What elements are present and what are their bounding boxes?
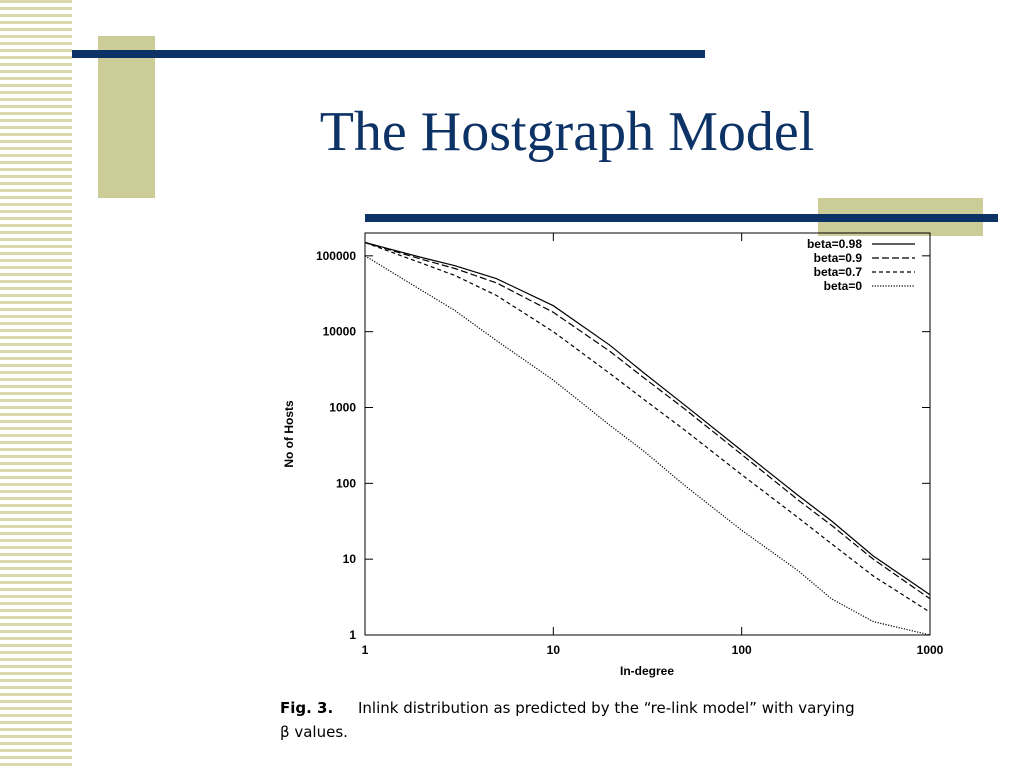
- y-tick-label: 100: [336, 476, 356, 490]
- legend-label: beta=0: [824, 279, 863, 293]
- y-tick-label: 1: [349, 628, 356, 642]
- plot-frame: [364, 232, 931, 636]
- stripe-band: [0, 0, 72, 768]
- x-tick-label: 100: [732, 643, 752, 657]
- y-tick-label: 10000: [323, 325, 357, 339]
- series-line: [364, 241, 931, 613]
- caption-text: β values.: [280, 723, 348, 741]
- y-tick-label: 1000: [329, 400, 356, 414]
- legend-label: beta=0.98: [807, 237, 862, 251]
- x-tick-label: 1: [362, 643, 369, 657]
- decor-bar: [365, 214, 998, 222]
- legend-label: beta=0.7: [814, 265, 863, 279]
- caption-text: Inlink distribution as predicted by the …: [358, 699, 855, 717]
- x-tick-label: 1000: [917, 643, 944, 657]
- y-axis-label: No of Hosts: [282, 400, 296, 468]
- decor-bar: [72, 50, 705, 58]
- series-line: [364, 255, 931, 636]
- series-line: [364, 241, 931, 600]
- x-axis-label: In-degree: [620, 664, 674, 678]
- plot: 1 10 100 1000 1 10 100 1000 10000 100000 beta=0.98…: [316, 233, 944, 657]
- decor-block: [98, 36, 155, 198]
- y-tick-label: 100000: [316, 249, 356, 263]
- series-line: [364, 241, 931, 596]
- slide-title: The Hostgraph Model: [320, 101, 815, 163]
- legend-label: beta=0.9: [814, 251, 863, 265]
- x-tick-label: 10: [547, 643, 561, 657]
- caption-label: Fig. 3.: [280, 699, 333, 717]
- y-tick-label: 10: [343, 552, 357, 566]
